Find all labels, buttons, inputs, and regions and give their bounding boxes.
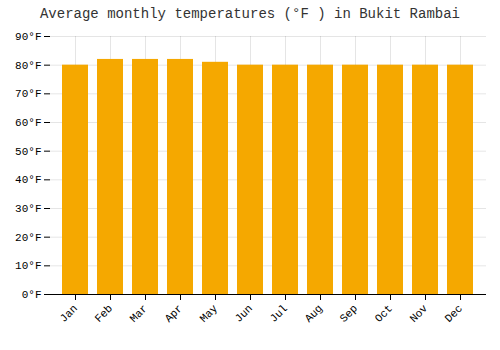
svg-text:10°F: 10°F [15, 260, 41, 272]
svg-text:40°F: 40°F [15, 174, 41, 186]
html-text:Average monthly temperatures (: Average monthly temperatures (°F ) in Bu… [40, 6, 460, 22]
svg-text:Jan: Jan [58, 302, 80, 324]
svg-text:Oct: Oct [373, 302, 395, 324]
svg-text:50°F: 50°F [15, 146, 41, 158]
svg-text:Jun: Jun [233, 302, 255, 324]
svg-text:Dec: Dec [443, 302, 465, 324]
svg-text:Mar: Mar [128, 302, 150, 324]
svg-text:0°F: 0°F [22, 289, 42, 301]
svg-text:Aug: Aug [303, 302, 325, 324]
svg-text:70°F: 70°F [15, 88, 41, 100]
svg-text:Sep: Sep [338, 302, 360, 324]
svg-text:Feb: Feb [93, 302, 115, 324]
svg-text:Jul: Jul [268, 302, 290, 324]
svg-text:Nov: Nov [408, 302, 431, 325]
svg-text:Apr: Apr [163, 302, 185, 324]
svg-text:May: May [198, 302, 221, 325]
svg-text:30°F: 30°F [15, 203, 41, 215]
svg-text:90°F: 90°F [15, 31, 41, 43]
svg-text:80°F: 80°F [15, 60, 41, 72]
svg-text:20°F: 20°F [15, 232, 41, 244]
svg-text:60°F: 60°F [15, 117, 41, 129]
